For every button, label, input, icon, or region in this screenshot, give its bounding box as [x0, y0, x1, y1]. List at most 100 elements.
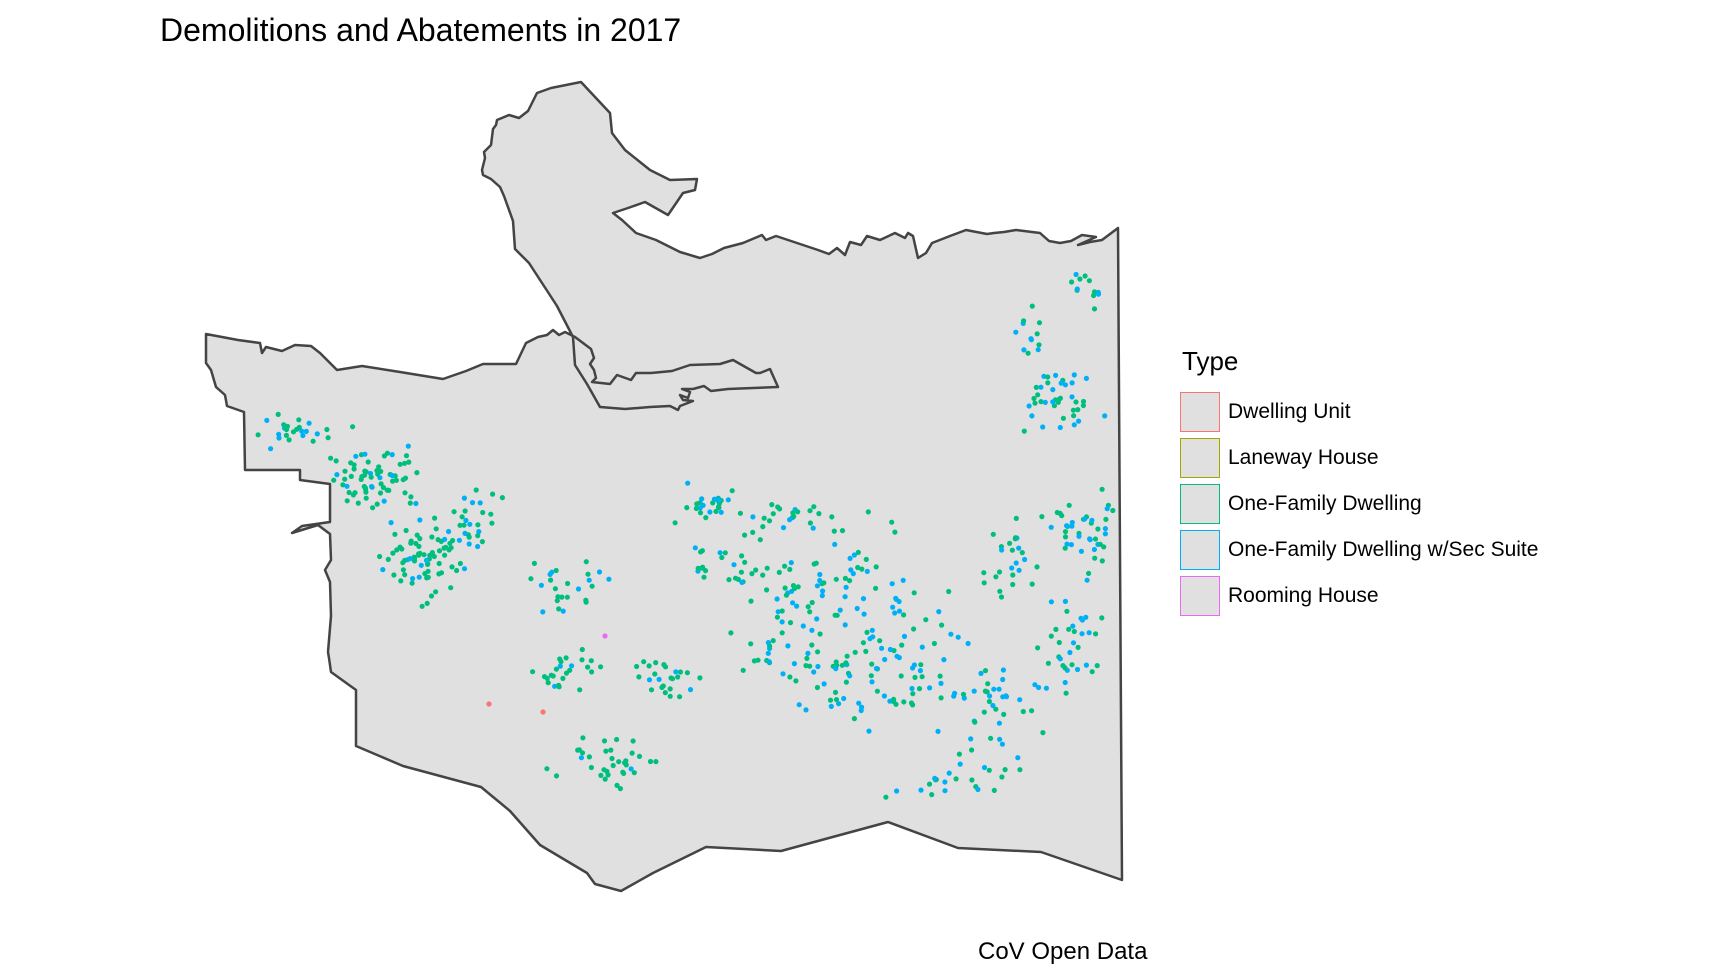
one-family-point — [693, 505, 700, 512]
sec-suite-point — [586, 577, 592, 583]
sec-suite-point — [1069, 394, 1075, 400]
one-family-point — [684, 505, 690, 511]
one-family-point — [1092, 555, 1098, 561]
sec-suite-point — [805, 650, 811, 657]
one-family-point — [738, 569, 745, 575]
one-family-point — [953, 776, 959, 782]
one-family-point — [479, 539, 485, 545]
one-family-point — [770, 638, 776, 644]
one-family-point — [1056, 639, 1062, 646]
sec-suite-point — [814, 583, 821, 589]
one-family-point — [713, 508, 719, 514]
one-family-point — [669, 676, 676, 682]
sec-suite-point — [809, 627, 815, 633]
sec-suite-point — [1062, 679, 1068, 686]
sec-suite-point — [847, 555, 853, 562]
sec-suite-point — [996, 686, 1002, 692]
one-family-point — [400, 567, 406, 573]
one-family-point — [1040, 730, 1046, 736]
one-family-point — [865, 509, 871, 515]
one-family-point — [1013, 515, 1019, 522]
sec-suite-point — [276, 431, 282, 437]
one-family-point — [545, 680, 551, 686]
sec-suite-point — [942, 779, 948, 785]
map-legend: Type Dwelling Unit Laneway House One-Fam… — [1180, 346, 1538, 619]
sec-suite-point — [405, 443, 411, 449]
one-family-point — [580, 735, 586, 741]
one-family-point — [392, 531, 398, 537]
one-family-point — [421, 552, 427, 558]
one-family-point — [911, 626, 917, 632]
one-family-point — [660, 683, 666, 689]
one-family-point — [833, 576, 839, 582]
one-family-point — [1091, 289, 1098, 295]
sec-suite-point — [887, 646, 894, 653]
one-family-point — [1007, 540, 1013, 546]
sec-suite-point — [362, 451, 368, 457]
sec-suite-point — [1078, 548, 1084, 554]
one-family-point — [833, 659, 839, 665]
one-family-point — [1086, 570, 1092, 577]
one-family-point — [782, 563, 788, 569]
sec-suite-point — [917, 668, 924, 674]
sec-suite-point — [1000, 694, 1006, 700]
sec-suite-point — [1048, 599, 1054, 605]
one-family-point — [748, 598, 754, 604]
sec-suite-point — [765, 640, 772, 646]
sec-suite-point — [1062, 382, 1068, 388]
sec-suite-point — [817, 577, 823, 584]
one-family-point — [982, 668, 989, 674]
one-family-point — [774, 614, 781, 620]
one-family-point — [770, 511, 776, 517]
sec-suite-point — [1087, 537, 1093, 543]
one-family-point — [985, 681, 991, 687]
one-family-point — [342, 476, 348, 482]
one-family-point — [554, 598, 560, 604]
sec-suite-point — [716, 497, 722, 503]
one-family-point — [873, 585, 879, 591]
one-family-point — [449, 564, 455, 570]
one-family-point — [419, 603, 425, 609]
one-family-point — [869, 661, 875, 667]
one-family-point — [1038, 399, 1044, 405]
one-family-point — [1036, 342, 1042, 348]
one-family-point — [563, 655, 569, 661]
one-family-point — [1035, 392, 1041, 398]
sec-suite-point — [540, 609, 546, 615]
one-family-point — [855, 549, 861, 556]
sec-suite-point — [300, 432, 306, 439]
one-family-point — [1060, 415, 1066, 421]
one-family-point — [946, 588, 952, 595]
one-family-point — [602, 776, 608, 782]
sec-suite-point — [1102, 531, 1108, 537]
sec-suite-point — [476, 529, 482, 535]
one-family-point — [923, 617, 929, 623]
one-family-point — [531, 560, 538, 567]
one-family-point — [998, 594, 1005, 600]
one-family-point — [993, 706, 999, 712]
sec-suite-point — [264, 417, 270, 423]
one-family-point — [544, 766, 550, 772]
sec-suite-point — [353, 453, 359, 459]
one-family-point — [381, 453, 387, 459]
one-family-point — [1080, 402, 1086, 409]
one-family-point — [384, 487, 390, 493]
sec-suite-point — [779, 619, 785, 625]
one-family-point — [737, 510, 744, 516]
sec-suite-point — [410, 576, 416, 582]
sec-suite-point — [819, 593, 825, 599]
sec-suite-point — [1022, 556, 1028, 563]
sec-suite-point — [919, 644, 925, 650]
one-family-point — [728, 630, 734, 636]
one-family-point — [436, 571, 442, 577]
one-family-point — [684, 670, 691, 676]
one-family-point — [433, 589, 439, 595]
one-family-point — [652, 671, 658, 677]
sec-suite-point — [1058, 380, 1064, 386]
one-family-point — [402, 490, 408, 496]
sec-suite-point — [893, 595, 899, 601]
one-family-point — [553, 567, 559, 574]
one-family-point — [1080, 398, 1087, 405]
one-family-point — [766, 518, 773, 524]
sec-suite-point — [731, 562, 737, 568]
